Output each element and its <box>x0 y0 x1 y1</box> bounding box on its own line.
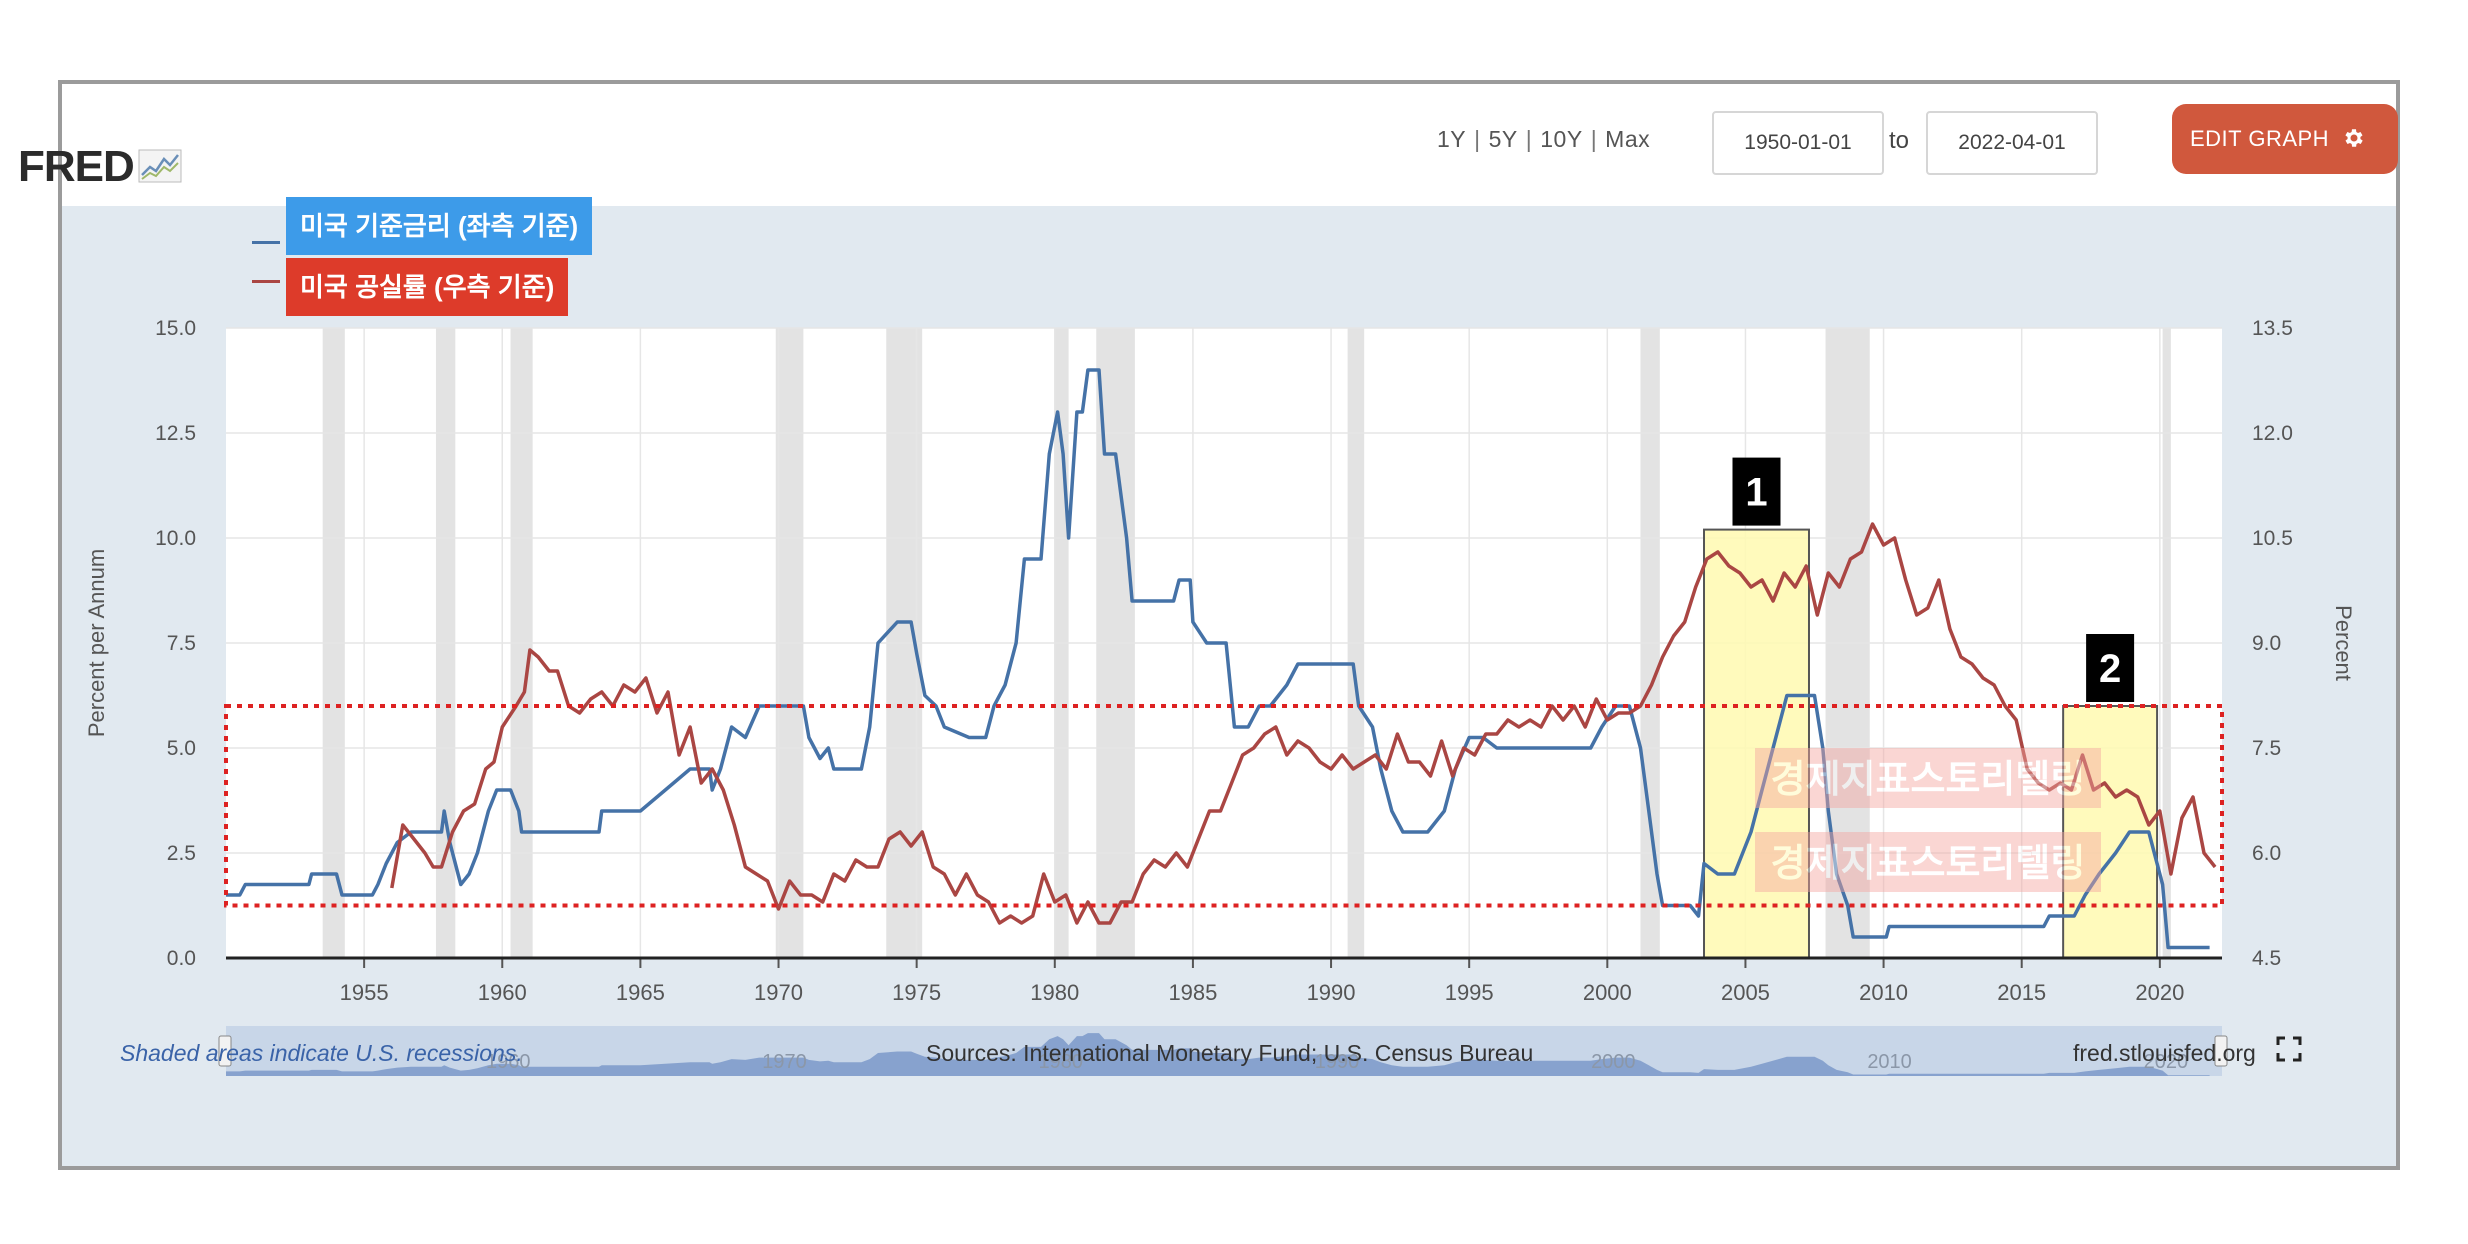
highlight-labels: 12 <box>1732 457 2135 702</box>
watermark-bg-1 <box>1755 748 2101 808</box>
range-1y-link[interactable]: 1Y <box>1437 126 1467 152</box>
navigator-tick-label: 2010 <box>1867 1051 1912 1073</box>
y-left-tick-label: 2.5 <box>167 842 196 865</box>
highlight-label-1: 1 <box>1745 471 1767 515</box>
gear-icon <box>2345 129 2363 147</box>
fullscreen-icon[interactable] <box>2274 1034 2304 1064</box>
navigator-tick-label: 2020 <box>2144 1051 2189 1073</box>
range-links: 1Y | 5Y | 10Y | Max <box>1437 126 1650 153</box>
watermark-text-1: 경제지표스토리텔링 <box>1771 757 2086 801</box>
dotted-highlight-band <box>224 704 2224 908</box>
site-link[interactable]: fred.stlouisfed.org <box>2073 1040 2256 1066</box>
y-left-tick-label: 5.0 <box>167 737 196 760</box>
legend-series1[interactable]: 미국 기준금리 (좌측 기준) <box>286 197 593 255</box>
highlight-box-1 <box>1703 528 1810 959</box>
y-left-tick-label: 12.5 <box>155 422 196 445</box>
legend-line-series2 <box>252 280 280 283</box>
axes: 0.0 2.5 5.0 7.5 10.0 12.5 15.0 4.5 6.0 7.5 9.0 10.5… <box>155 317 2293 1005</box>
y-right-tick-label: 9.0 <box>2252 632 2281 655</box>
y-left-tick-label: 10.0 <box>155 527 196 550</box>
left-axis-label: Percent per Annum <box>84 549 109 737</box>
x-tick-label: 1970 <box>754 980 803 1005</box>
range-navigator[interactable]: 1960 1970 1980 1990 2000 2010 2020 <box>218 1026 2228 1076</box>
toolbar: 1Y | 5Y | 10Y | Max 1950-01-01 to 2022-04-01 E… <box>62 84 2398 206</box>
range-max-link[interactable]: Max <box>1605 126 1651 152</box>
x-tick-label: 1980 <box>1030 980 1079 1005</box>
navigator-right-handle[interactable] <box>2214 1035 2228 1067</box>
series-line-2 <box>390 522 2217 925</box>
x-tick-label: 1995 <box>1445 980 1494 1005</box>
navigator-tick-label: 1960 <box>486 1051 531 1073</box>
navigator-area <box>226 1033 2210 1076</box>
y-right-tick-label: 7.5 <box>2252 737 2281 760</box>
range-5y-link[interactable]: 5Y <box>1488 126 1518 152</box>
series-lines <box>226 368 2217 950</box>
fred-logo: FRED <box>18 142 182 192</box>
x-tick-label: 1960 <box>478 980 527 1005</box>
legend-series2[interactable]: 미국 공실률 (우측 기준) <box>286 258 569 316</box>
navigator-tick-label: 2000 <box>1591 1051 1636 1073</box>
navigator-left-handle[interactable] <box>218 1035 232 1067</box>
y-left-tick-label: 7.5 <box>167 632 196 655</box>
y-right-tick-label: 6.0 <box>2252 842 2281 865</box>
y-left-tick-label: 0.0 <box>167 947 196 970</box>
highlight-label-bg-1 <box>1732 457 1781 526</box>
navigator-tick-label: 1990 <box>1315 1051 1360 1073</box>
legend-line-series1 <box>252 241 280 244</box>
x-tick-label: 1990 <box>1307 980 1356 1005</box>
watermark-text-2: 경제지표스토리텔링 <box>1771 841 2086 885</box>
x-tick-label: 1965 <box>616 980 665 1005</box>
watermark-bg-2 <box>1755 832 2101 892</box>
range-10y-link[interactable]: 10Y <box>1540 126 1583 152</box>
x-tick-label: 2020 <box>2135 980 2184 1005</box>
series-line-1 <box>226 368 2210 950</box>
highlight-label-2: 2 <box>2099 647 2121 691</box>
recession-note: Shaded areas indicate U.S. recessions. <box>120 1040 523 1066</box>
sources-text: Sources: International Monetary Fund; U.… <box>926 1040 1534 1066</box>
edit-graph-label: EDIT GRAPH <box>2190 126 2330 151</box>
x-tick-label: 1955 <box>340 980 389 1005</box>
fred-logo-text: FRED <box>18 142 135 191</box>
y-right-tick-label: 4.5 <box>2252 947 2281 970</box>
x-tick-label: 2010 <box>1859 980 1908 1005</box>
y-right-tick-label: 10.5 <box>2252 527 2293 550</box>
highlight-label-bg-2 <box>2086 634 2135 702</box>
navigator-tick-label: 1980 <box>1039 1051 1084 1073</box>
navigator-ticks: 1960 1970 1980 1990 2000 2010 2020 <box>486 1051 2188 1073</box>
x-tick-label: 2015 <box>1997 980 2046 1005</box>
right-axis-label: Percent <box>2331 605 2356 681</box>
range-separator: | <box>1474 126 1481 152</box>
range-separator: | <box>1525 126 1533 152</box>
x-tick-label: 2000 <box>1583 980 1632 1005</box>
range-separator: | <box>1590 126 1598 152</box>
x-tick-label: 1975 <box>892 980 941 1005</box>
gridlines <box>226 327 2222 958</box>
end-date-input[interactable]: 2022-04-01 <box>1926 111 2098 175</box>
edit-graph-button[interactable]: EDIT GRAPH <box>2172 104 2398 174</box>
navigator-tick-label: 1970 <box>762 1051 807 1073</box>
watermark: 경제지표스토리텔링 경제지표스토리텔링 <box>1755 748 2101 892</box>
chart-trend-icon <box>138 149 182 183</box>
date-to-label: to <box>1889 127 1910 154</box>
start-date-input[interactable]: 1950-01-01 <box>1712 111 1884 175</box>
y-left-tick-label: 15.0 <box>155 317 196 340</box>
y-right-tick-label: 13.5 <box>2252 317 2293 340</box>
y-right-tick-label: 12.0 <box>2252 422 2293 445</box>
x-tick-label: 2005 <box>1721 980 1770 1005</box>
x-tick-label: 1985 <box>1168 980 1217 1005</box>
